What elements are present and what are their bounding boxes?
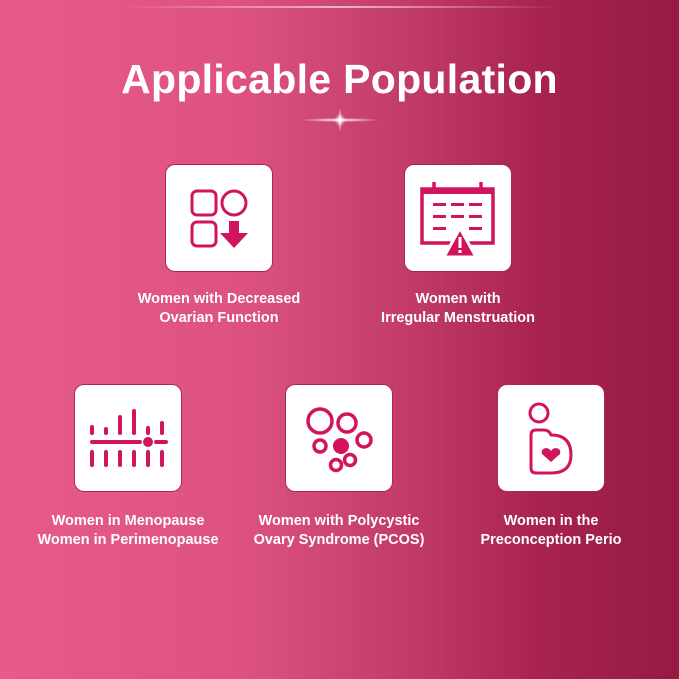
card-irregular-menstruation (405, 165, 511, 271)
top-light-line (120, 6, 560, 8)
label-line1: Women with Polycystic (258, 513, 420, 529)
calendar-warning-icon (420, 182, 495, 259)
label-irregular-menstruation: Women with Irregular Menstruation (343, 290, 573, 328)
sparkle-icon (300, 108, 380, 132)
label-line2: Ovary Syndrome (PCOS) (253, 532, 425, 548)
hormone-levels-icon (90, 409, 168, 467)
label-line1: Women with (415, 291, 501, 307)
shapes-arrow-down-icon (190, 189, 248, 248)
label-line2: Women in Perimenopause (37, 532, 219, 548)
card-pcos (286, 385, 392, 491)
label-menopause: Women in Menopause Women in Perimenopaus… (13, 512, 243, 550)
label-line2: Preconception Perio (480, 532, 622, 548)
card-preconception (498, 385, 604, 491)
pregnant-heart-icon (528, 402, 573, 475)
label-decreased-ovarian-function: Women with Decreased Ovarian Function (104, 290, 334, 328)
page-title: Applicable Population (121, 56, 558, 102)
label-line1: Women in Menopause (51, 513, 205, 529)
card-menopause (75, 385, 181, 491)
label-line2: Irregular Menstruation (381, 310, 535, 326)
ovary-follicles-icon (306, 407, 373, 473)
label-line1: Women in the (503, 513, 599, 529)
label-preconception: Women in the Preconception Perio (436, 512, 666, 550)
label-line2: Ovarian Function (159, 310, 279, 326)
label-pcos: Women with Polycystic Ovary Syndrome (PC… (224, 512, 454, 550)
label-line1: Women with Decreased (137, 291, 301, 307)
card-decreased-ovarian-function (166, 165, 272, 271)
